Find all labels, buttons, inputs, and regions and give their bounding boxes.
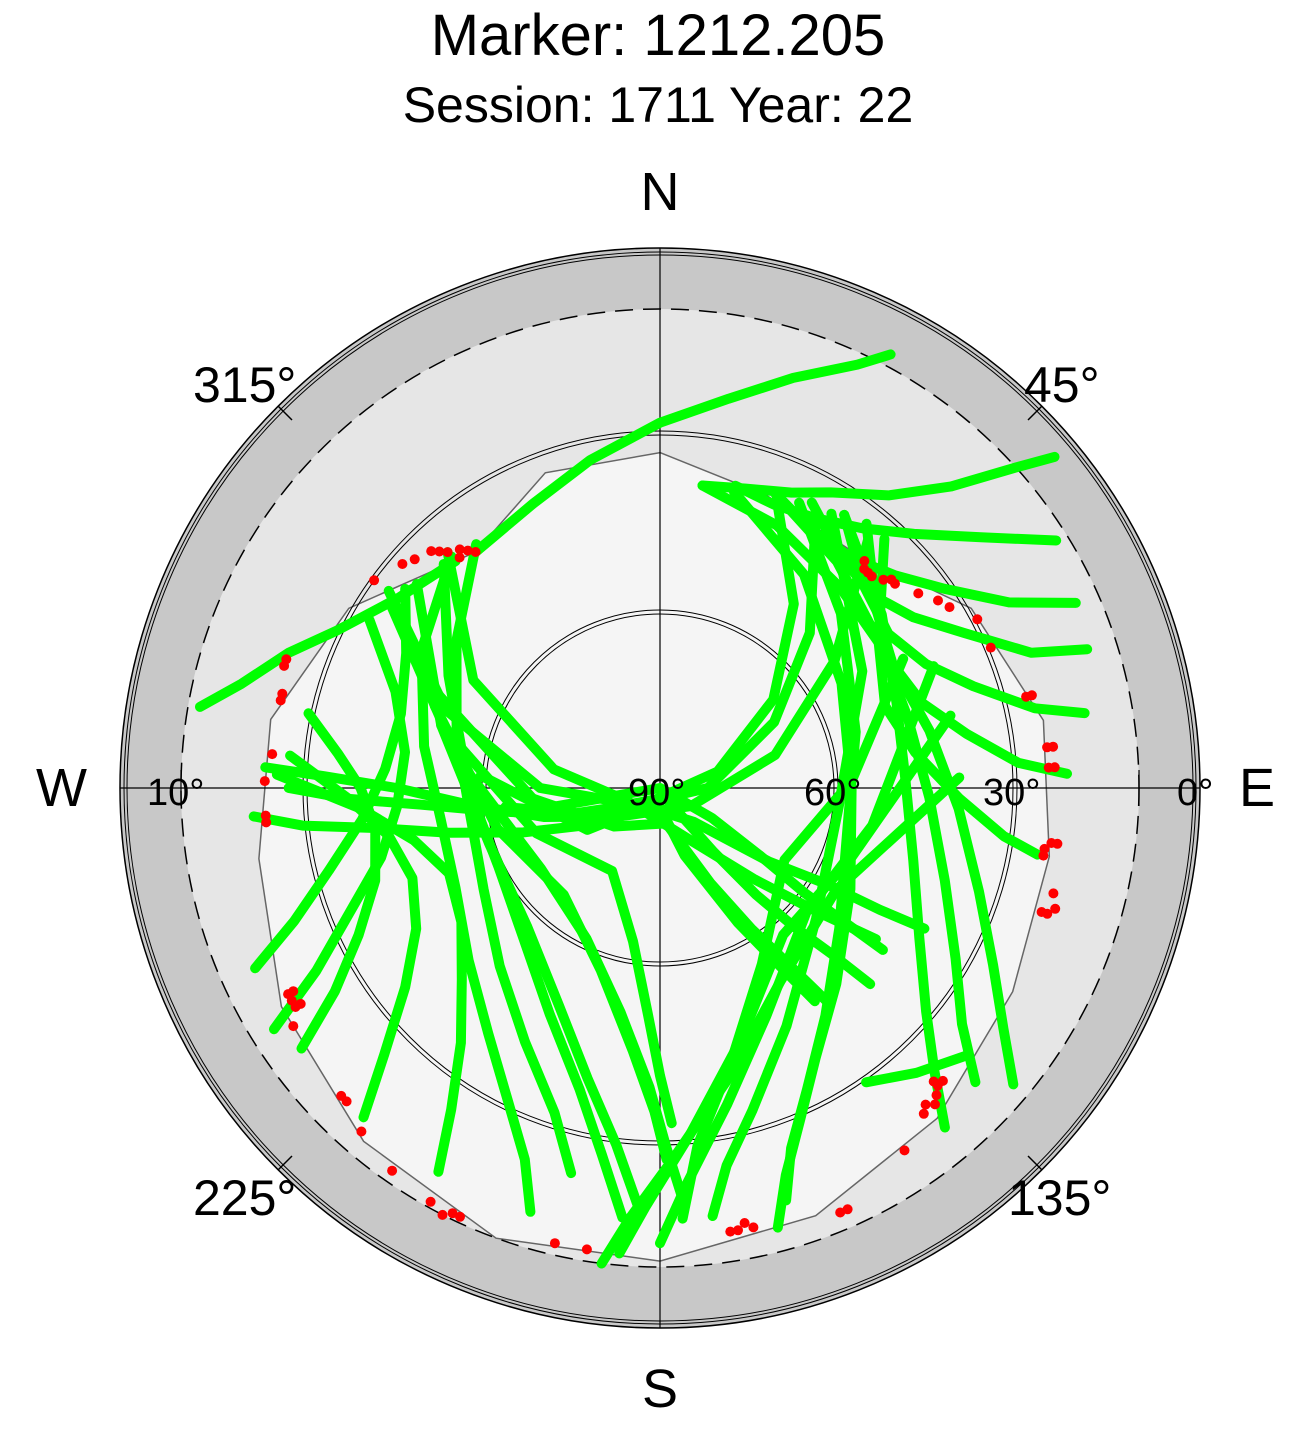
rejected-point	[447, 1208, 458, 1219]
rejected-point	[878, 574, 889, 585]
rejected-point	[933, 595, 943, 606]
rejected-point	[930, 1099, 940, 1110]
cardinal-w: W	[36, 758, 87, 818]
azimuth-label-135: 135°	[1008, 1170, 1111, 1226]
tick-315	[277, 405, 293, 421]
rejected-point	[455, 1211, 465, 1222]
cardinal-n: N	[641, 162, 680, 222]
rejected-point	[356, 1126, 367, 1137]
rejected-point	[1049, 762, 1060, 773]
cardinal-e: E	[1239, 758, 1275, 818]
satellite-track	[781, 497, 861, 1206]
elevation-label-60: 60°	[804, 772, 861, 814]
satellite-track	[697, 480, 1019, 1090]
rejected-point	[426, 546, 437, 557]
rejected-point	[972, 614, 983, 625]
satellite-track	[614, 710, 956, 1259]
rejected-point	[937, 1075, 948, 1086]
rejected-point	[397, 559, 408, 569]
rejected-point	[462, 545, 473, 556]
satellite-track	[283, 513, 821, 820]
satellite-track	[383, 585, 930, 934]
rejected-point	[295, 998, 306, 1009]
rejected-point	[913, 588, 924, 599]
rejected-point	[920, 1099, 931, 1110]
rejected-point	[944, 602, 955, 613]
rejected-point	[1048, 888, 1059, 899]
rejected-point	[1052, 838, 1063, 849]
rejected-point	[259, 776, 270, 787]
rejected-point	[748, 1222, 759, 1233]
elevation-label-10: 10°	[147, 772, 204, 814]
rejected-point	[288, 986, 299, 997]
rejected-point	[1039, 843, 1050, 854]
rejected-point	[288, 1021, 299, 1032]
rejected-point	[437, 1209, 448, 1220]
tick-225	[277, 1155, 293, 1171]
rejected-point	[454, 544, 465, 555]
rejected-point	[918, 1108, 929, 1119]
rejected-point	[279, 660, 290, 671]
rejected-point	[899, 1145, 910, 1156]
satellite-track	[861, 1050, 973, 1088]
rejected-point	[275, 695, 286, 706]
rejected-point	[454, 552, 465, 563]
rejected-point	[886, 574, 897, 585]
chart-title: Marker: 1212.205	[430, 3, 886, 68]
rejected-point	[387, 1165, 398, 1176]
elevation-label-30: 30°	[983, 772, 1040, 814]
satellite-track	[470, 349, 896, 557]
satellite-track	[250, 583, 412, 974]
rejected-point	[931, 1090, 942, 1101]
azimuth-label-45: 45°	[1024, 357, 1100, 413]
azimuth-label-225: 225°	[193, 1170, 296, 1226]
satellite-track	[677, 653, 909, 1224]
chart-subtitle: Session: 1711 Year: 22	[402, 77, 914, 133]
rejected-point	[442, 547, 453, 558]
satellite-tracks	[195, 349, 1093, 1269]
rejected-point	[739, 1218, 750, 1228]
satellite-track	[296, 708, 381, 1054]
rejected-point	[1021, 691, 1032, 702]
elevation-label-0: 0°	[1177, 772, 1213, 814]
cardinal-s: S	[642, 1359, 678, 1419]
rejected-point	[434, 546, 445, 557]
rejected-point	[341, 1096, 352, 1107]
satellite-track	[442, 547, 881, 945]
rejected-point	[267, 749, 278, 760]
satellite-track	[416, 551, 536, 1217]
tick-45	[1027, 405, 1043, 421]
rejected-point	[733, 1225, 743, 1236]
elevation-label-90: 90°	[628, 772, 685, 814]
rejected-point	[725, 1226, 736, 1237]
satellite-track	[260, 535, 873, 822]
satellite-track	[248, 494, 799, 838]
rejected-point	[842, 1204, 853, 1215]
rejected-point	[470, 547, 481, 557]
satellite-track	[839, 509, 950, 1133]
rejected-point	[1036, 907, 1047, 917]
rejected-point	[581, 1244, 592, 1255]
satellite-track	[451, 539, 577, 1179]
rejected-point	[369, 575, 380, 586]
rejected-point	[1050, 903, 1061, 914]
rejected-point	[549, 1238, 560, 1249]
azimuth-label-315: 315°	[193, 357, 296, 413]
rejected-point	[1042, 742, 1053, 753]
rejected-point	[859, 556, 870, 566]
rejected-point	[859, 564, 870, 574]
rejected-point	[425, 1196, 436, 1207]
tick-135	[1027, 1155, 1043, 1171]
rejected-observations	[259, 544, 1063, 1255]
rejected-point	[985, 642, 996, 653]
satellite-track	[839, 509, 1090, 719]
rejected-point	[928, 1076, 939, 1087]
rejected-point	[409, 554, 420, 565]
rejected-point	[261, 817, 272, 828]
